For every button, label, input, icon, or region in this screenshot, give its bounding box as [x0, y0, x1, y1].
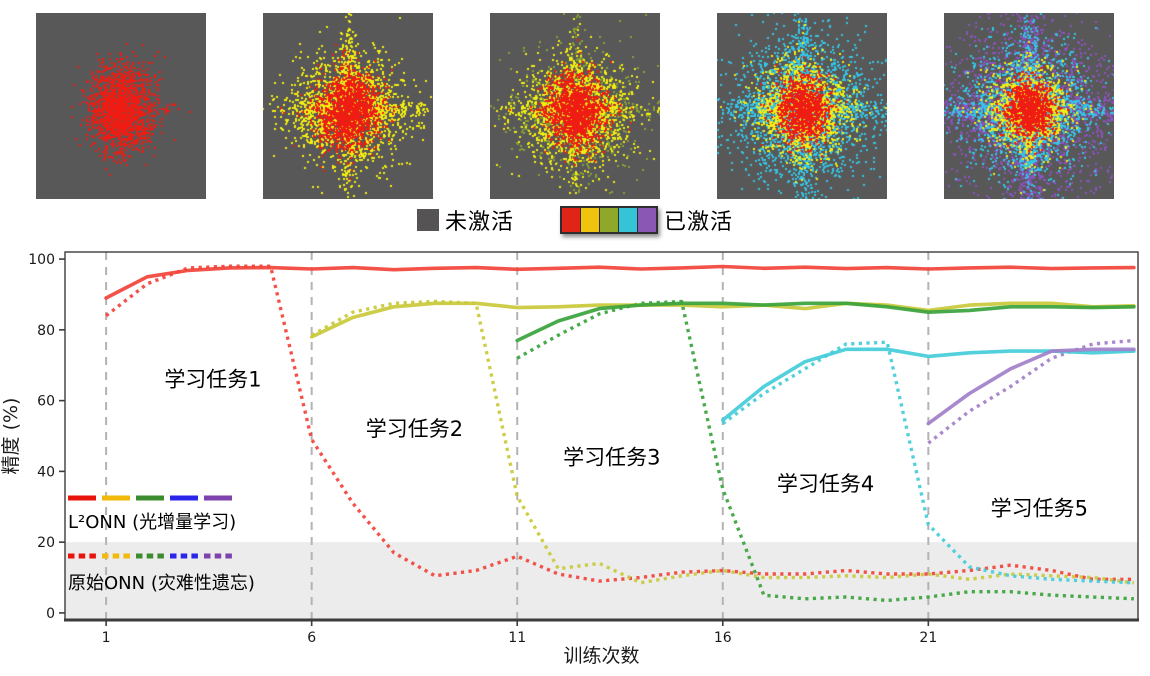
series-L2ONN-task1 — [104, 264, 1136, 300]
active-color-4 — [619, 208, 638, 232]
annotation-task-3: 学习任务3 — [563, 445, 660, 469]
activation-panel-task3 — [490, 13, 660, 199]
series-originalONN-task1 — [105, 264, 1134, 583]
active-label: 已激活 — [664, 210, 734, 235]
y-tick-label-60: 60 — [37, 394, 55, 410]
activation-panel-task5 — [944, 13, 1114, 199]
legend-label-original-onn: 原始ONN (灾难性遗忘) — [68, 573, 255, 594]
inactive-color-swatch — [416, 209, 439, 231]
activation-canvas-task2 — [263, 13, 433, 199]
x-axis-title: 训练次数 — [563, 645, 639, 667]
activation-panel-task1 — [36, 13, 206, 199]
x-tick-label-6: 6 — [307, 630, 316, 646]
y-tick-label-40: 40 — [37, 464, 55, 480]
series-originalONN-task2 — [310, 299, 1135, 585]
activation-panel-task2 — [263, 13, 433, 199]
y-axis-title: 精度 (%) — [0, 398, 22, 475]
activation-panel-task4 — [717, 13, 887, 199]
y-tick-label-80: 80 — [37, 323, 55, 339]
annotation-task-4: 学习任务4 — [777, 472, 874, 496]
x-tick-label-16: 16 — [714, 630, 732, 646]
series-originalONN-task5 — [927, 338, 1135, 445]
legend-label-l2onn: L²ONN (光增量学习) — [68, 512, 236, 533]
x-tick-label-11: 11 — [508, 630, 526, 646]
annotation-task-5: 学习任务5 — [991, 497, 1088, 521]
inactive-label: 未激活 — [444, 210, 514, 235]
y-tick-label-0: 0 — [46, 606, 55, 622]
annotation-task-2: 学习任务2 — [366, 417, 463, 441]
active-color-2 — [581, 208, 600, 232]
active-color-3 — [600, 208, 619, 232]
activation-map-row — [0, 13, 1150, 199]
activation-canvas-task1 — [36, 13, 206, 199]
activation-canvas-task5 — [944, 13, 1114, 199]
activation-legend: 未激活 已激活 — [0, 202, 1150, 238]
series-L2ONN-task3 — [515, 301, 1136, 343]
activation-canvas-task4 — [717, 13, 887, 199]
active-color-strip — [560, 206, 658, 234]
y-tick-label-20: 20 — [37, 535, 55, 551]
active-color-5 — [638, 208, 656, 232]
series-originalONN-task4 — [721, 340, 1134, 585]
annotation-task-1: 学习任务1 — [164, 367, 261, 391]
y-tick-label-100: 100 — [28, 252, 55, 268]
active-color-1 — [562, 208, 581, 232]
inactive-legend-item: 未激活 — [416, 204, 514, 236]
x-tick-label-21: 21 — [919, 630, 937, 646]
accuracy-chart: 1 6 11 16 21 0 20 40 60 80 100 训练次数 精度 (%) 学习任务1 学习任务2… — [0, 242, 1150, 672]
series-L2ONN-task2 — [309, 301, 1136, 339]
activation-canvas-task3 — [490, 13, 660, 199]
x-tick-label-1: 1 — [102, 630, 111, 646]
series-L2ONN-task5 — [926, 347, 1136, 426]
active-legend-item: 已激活 — [560, 204, 733, 236]
